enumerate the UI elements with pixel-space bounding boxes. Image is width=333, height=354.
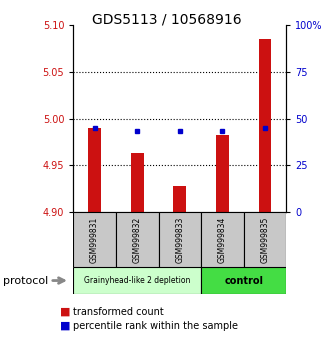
Text: GSM999832: GSM999832	[133, 217, 142, 263]
Bar	[259, 39, 271, 212]
Text: protocol: protocol	[3, 275, 49, 286]
Text: ■: ■	[60, 321, 71, 331]
Text: control: control	[224, 275, 263, 286]
Text: GSM999834: GSM999834	[218, 217, 227, 263]
Text: Grainyhead-like 2 depletion: Grainyhead-like 2 depletion	[84, 276, 190, 285]
Bar	[73, 267, 201, 294]
Text: GDS5113 / 10568916: GDS5113 / 10568916	[92, 12, 241, 27]
Text: ■: ■	[60, 307, 71, 316]
Bar	[73, 212, 116, 267]
Bar	[244, 212, 286, 267]
Bar	[201, 212, 244, 267]
Bar	[159, 212, 201, 267]
Bar	[216, 136, 229, 212]
Text: transformed count: transformed count	[73, 307, 164, 316]
Bar	[173, 186, 186, 212]
Text: percentile rank within the sample: percentile rank within the sample	[73, 321, 238, 331]
Bar	[116, 212, 159, 267]
Text: GSM999831: GSM999831	[90, 217, 99, 263]
Text: GSM999835: GSM999835	[260, 217, 270, 263]
Bar	[88, 128, 101, 212]
Bar	[201, 267, 286, 294]
Text: GSM999833: GSM999833	[175, 217, 184, 263]
Bar	[131, 153, 144, 212]
